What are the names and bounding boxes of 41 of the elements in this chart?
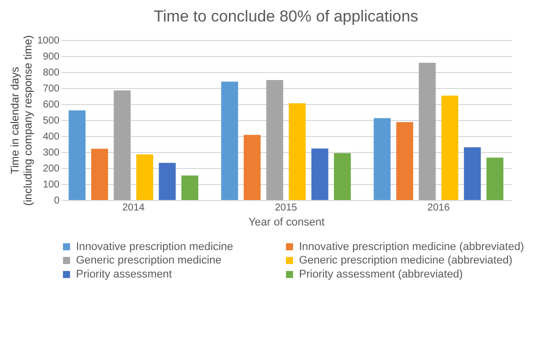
y-tick-label: 100 [42,180,60,190]
bar [486,158,504,200]
x-tick-label: 2014 [122,202,146,214]
bar [136,154,154,200]
y-tick-label: 600 [42,100,60,110]
bar [114,90,131,200]
bar [181,176,198,200]
bar [441,96,458,200]
bar [464,147,481,200]
legend-label: Priority assessment [76,268,172,280]
bar [91,148,108,200]
y-tick-label: 900 [42,52,60,62]
bar [311,148,328,200]
y-tick-label: 400 [42,132,60,142]
y-tick-label: 1000 [37,36,60,46]
chart-title: Time to conclude 80% of applications [154,8,418,26]
bar [244,134,261,200]
y-tick-label: 300 [42,148,60,158]
bar [221,82,238,200]
y-tick-label: 0 [54,196,60,206]
bar [374,118,391,200]
y-tick-label: 200 [42,164,60,174]
y-tick-label: 700 [42,84,60,94]
y-axis-title: Time in calendar days (including company response time) [9,35,34,206]
y-tick-label: 500 [42,116,60,126]
x-tick-label: 2015 [274,202,298,214]
legend-label: Innovative prescription medicine (abbreviated) [299,240,524,253]
x-tick-label: 2016 [427,202,450,214]
legend-label: Generic prescription medicine (abbreviated) [299,254,512,266]
bar [288,103,306,200]
bar [68,110,86,200]
bar [418,62,436,200]
bar [334,153,351,200]
bar [396,122,414,200]
y-tick-label: 800 [42,68,60,78]
legend-label: Priority assessment (abbreviated) [299,268,463,280]
bar [158,162,176,200]
legend-label: Generic prescription medicine [76,254,222,266]
bar [266,80,284,200]
legend-label: Innovative prescription medicine [76,240,234,253]
x-axis-title: Year of consent [248,216,325,228]
